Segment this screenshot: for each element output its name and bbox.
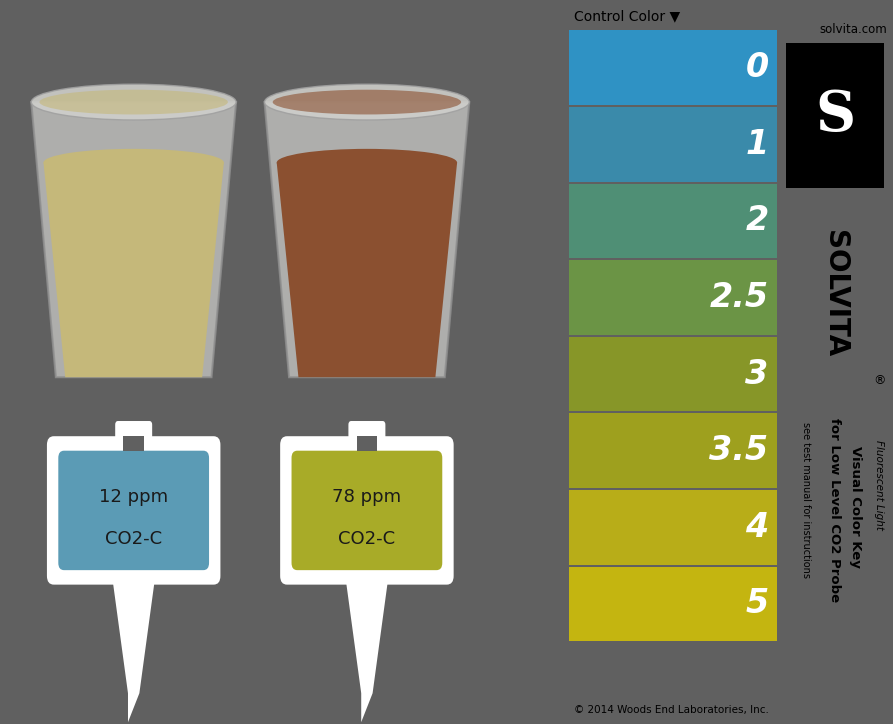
Text: 0: 0: [746, 51, 769, 84]
FancyBboxPatch shape: [47, 436, 221, 585]
Bar: [786, 43, 884, 188]
FancyBboxPatch shape: [348, 421, 386, 463]
Text: 5: 5: [746, 587, 769, 620]
FancyBboxPatch shape: [280, 436, 454, 585]
Text: CO2-C: CO2-C: [338, 531, 396, 548]
Text: for Low Level CO2 Probe: for Low Level CO2 Probe: [829, 418, 841, 602]
Text: ®: ®: [872, 374, 885, 387]
Text: 2.5: 2.5: [709, 281, 769, 314]
Text: 1: 1: [746, 128, 769, 161]
Text: Visual Color Key: Visual Color Key: [849, 446, 863, 568]
Text: Fluorescent Light: Fluorescent Light: [874, 440, 884, 530]
FancyBboxPatch shape: [58, 450, 209, 571]
Text: 3: 3: [746, 358, 769, 391]
Text: solvita.com: solvita.com: [820, 23, 888, 36]
Text: CO2-C: CO2-C: [105, 531, 163, 548]
Text: Control Color ▼: Control Color ▼: [573, 9, 680, 24]
FancyBboxPatch shape: [291, 450, 442, 571]
Polygon shape: [277, 163, 457, 377]
FancyBboxPatch shape: [115, 421, 152, 463]
Text: 12 ppm: 12 ppm: [99, 489, 168, 506]
Ellipse shape: [277, 149, 457, 177]
Bar: [569, 260, 777, 334]
Polygon shape: [112, 576, 155, 723]
Bar: [569, 30, 777, 105]
Polygon shape: [44, 163, 224, 377]
Text: 78 ppm: 78 ppm: [332, 489, 402, 506]
Ellipse shape: [264, 84, 470, 120]
Polygon shape: [346, 576, 388, 723]
Text: SOLVITA: SOLVITA: [821, 230, 849, 357]
Bar: [123, 436, 144, 450]
Bar: [356, 436, 377, 450]
Ellipse shape: [31, 84, 236, 120]
Text: 4: 4: [746, 511, 769, 544]
Text: 3.5: 3.5: [709, 434, 769, 467]
Text: 2: 2: [746, 204, 769, 237]
Ellipse shape: [272, 90, 461, 114]
Bar: [569, 413, 777, 488]
Text: S: S: [815, 88, 855, 143]
Bar: [569, 490, 777, 565]
Text: © 2014 Woods End Laboratories, Inc.: © 2014 Woods End Laboratories, Inc.: [573, 705, 769, 715]
Bar: [569, 107, 777, 182]
Ellipse shape: [39, 90, 228, 114]
Text: see test manual for instructions: see test manual for instructions: [801, 421, 811, 578]
Polygon shape: [31, 102, 236, 377]
Bar: [569, 567, 777, 641]
Ellipse shape: [44, 149, 224, 177]
Bar: [569, 184, 777, 258]
Polygon shape: [264, 102, 470, 377]
Bar: [569, 337, 777, 411]
